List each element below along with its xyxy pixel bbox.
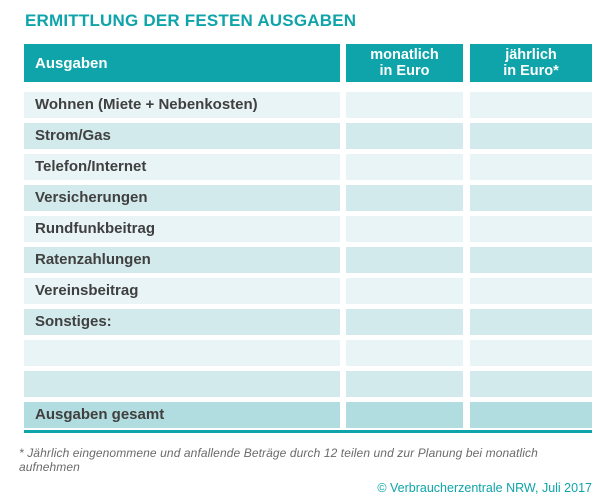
yearly-value-cell (470, 340, 592, 366)
yearly-value-cell (470, 309, 592, 335)
table-row-empty (24, 340, 592, 366)
copyright-notice: © Verbraucherzentrale NRW, Juli 2017 (377, 481, 592, 495)
table-row: Ratenzahlungen (24, 247, 592, 273)
footnote: * Jährlich eingenommene und anfallende B… (19, 446, 538, 474)
monthly-value-cell (346, 371, 463, 397)
monthly-value-cell (346, 185, 463, 211)
table-row: Versicherungen (24, 185, 592, 211)
monthly-value-cell (346, 154, 463, 180)
yearly-value-cell (470, 371, 592, 397)
table-row: Sonstiges: (24, 309, 592, 335)
monthly-value-cell (346, 247, 463, 273)
row-label-cell: Rundfunkbeitrag (24, 216, 340, 242)
table-row: Wohnen (Miete + Nebenkosten) (24, 92, 592, 118)
monthly-value-cell (346, 340, 463, 366)
total-monthly-cell (346, 402, 463, 428)
row-label-cell (24, 340, 340, 366)
yearly-value-cell (470, 216, 592, 242)
header-expenses-label: Ausgaben (35, 54, 108, 72)
table-row-empty (24, 371, 592, 397)
header-monthly-line1: monatlich (370, 47, 439, 63)
yearly-value-cell (470, 123, 592, 149)
table-total-row: Ausgaben gesamt (24, 402, 592, 428)
yearly-value-cell (470, 278, 592, 304)
expense-table: Ausgaben monatlich in Euro jährlich in E… (24, 44, 592, 433)
yearly-value-cell (470, 154, 592, 180)
header-yearly-line2: in Euro* (503, 63, 559, 79)
yearly-value-cell (470, 92, 592, 118)
row-label-cell: Wohnen (Miete + Nebenkosten) (24, 92, 340, 118)
table-row: Rundfunkbeitrag (24, 216, 592, 242)
row-label-cell: Ratenzahlungen (24, 247, 340, 273)
header-monthly-line2: in Euro (379, 63, 430, 79)
row-label-cell: Telefon/Internet (24, 154, 340, 180)
monthly-value-cell (346, 216, 463, 242)
header-cell-monthly: monatlich in Euro (346, 44, 463, 82)
header-cell-expenses: Ausgaben (24, 44, 340, 82)
total-yearly-cell (470, 402, 592, 428)
table-row: Strom/Gas (24, 123, 592, 149)
table-bottom-rule (24, 430, 592, 433)
row-label-cell: Sonstiges: (24, 309, 340, 335)
row-label-cell: Strom/Gas (24, 123, 340, 149)
yearly-value-cell (470, 185, 592, 211)
monthly-value-cell (346, 92, 463, 118)
row-label-cell: Vereinsbeitrag (24, 278, 340, 304)
monthly-value-cell (346, 309, 463, 335)
page-title: ERMITTLUNG DER FESTEN AUSGABEN (25, 11, 357, 30)
header-cell-yearly: jährlich in Euro* (470, 44, 592, 82)
total-label-cell: Ausgaben gesamt (24, 402, 340, 428)
header-yearly-line1: jährlich (505, 47, 557, 63)
row-label-cell (24, 371, 340, 397)
yearly-value-cell (470, 247, 592, 273)
table-header-row: Ausgaben monatlich in Euro jährlich in E… (24, 44, 592, 82)
table-row: Telefon/Internet (24, 154, 592, 180)
row-label-cell: Versicherungen (24, 185, 340, 211)
table-row: Vereinsbeitrag (24, 278, 592, 304)
monthly-value-cell (346, 123, 463, 149)
monthly-value-cell (346, 278, 463, 304)
